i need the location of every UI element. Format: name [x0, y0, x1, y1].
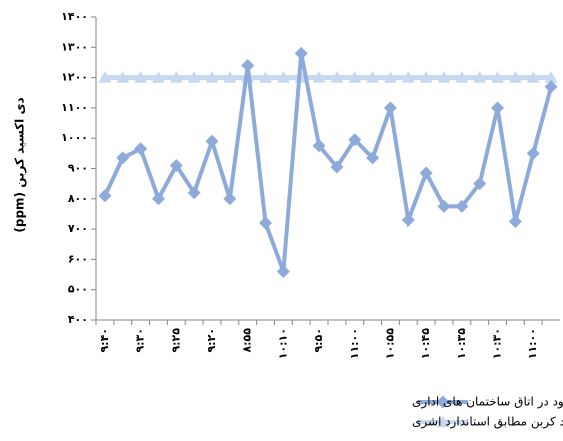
data-point [187, 186, 201, 200]
x-tick-label: ۹:۳۰ [134, 328, 147, 353]
x-tick-label: ۱۱:۰۰ [526, 328, 539, 359]
data-point [401, 213, 415, 227]
data-point [401, 71, 415, 83]
x-tick-label: ۸:۵۵ [241, 328, 254, 353]
data-point [491, 101, 505, 115]
y-tick-label: ۶۰۰ [68, 252, 88, 265]
data-point [169, 71, 183, 83]
x-tick-label: ۱۰:۴۵ [419, 328, 432, 360]
data-point [348, 133, 362, 147]
data-point [330, 160, 344, 174]
data-point [473, 177, 487, 191]
y-tick-label: ۱۱۰۰ [61, 101, 88, 114]
data-point [294, 46, 308, 60]
y-tick-label: ۸۰۰ [68, 192, 88, 205]
x-tick-label: ۹:۲۰ [205, 328, 218, 353]
data-point [526, 71, 540, 83]
y-tick-label: ۴۰۰ [68, 313, 88, 326]
legend-marker [436, 395, 450, 409]
data-point [383, 71, 397, 83]
data-point [276, 265, 290, 279]
data-point [544, 80, 558, 94]
data-point [187, 71, 201, 83]
y-axis-title: دی اکسید کربن (ppm) [13, 97, 27, 232]
data-point [223, 71, 237, 83]
data-point [383, 101, 397, 115]
data-point [312, 139, 326, 153]
y-tick-label: ۱۰۰۰ [61, 131, 88, 144]
x-tick-label: ۹:۴۰ [98, 328, 111, 353]
data-point [419, 71, 433, 83]
series-line [103, 52, 554, 273]
data-point [366, 71, 380, 83]
y-tick-label: ۷۰۰ [68, 222, 88, 235]
data-point [223, 192, 237, 206]
data-point [526, 146, 540, 160]
data-point [98, 71, 112, 83]
data-point [98, 189, 112, 203]
data-point [151, 71, 165, 83]
y-tick-label: ۱۳۰۰ [61, 40, 88, 53]
data-point [259, 71, 273, 83]
y-tick-label: ۱۲۰۰ [61, 71, 88, 84]
y-tick-label: ۱۴۰۰ [61, 10, 88, 23]
legend-label: حداکثر میزان دی اکسید کربن مطابق استاندا… [412, 415, 563, 430]
legend-label: میزان دی اکسید کربن موجود در اتاق ساختما… [412, 395, 563, 410]
data-point [437, 71, 451, 83]
x-tick-label: ۱۰:۳۵ [455, 328, 468, 360]
data-point [348, 71, 362, 83]
x-tick-label: ۱۰:۵۵ [383, 328, 396, 360]
data-point [330, 71, 344, 83]
data-point [508, 215, 522, 229]
data-point [437, 199, 451, 213]
data-point [455, 199, 469, 213]
data-point [544, 71, 558, 83]
data-point [151, 192, 165, 206]
data-point [419, 166, 433, 180]
data-point [259, 216, 273, 230]
data-point [473, 71, 487, 83]
data-point [241, 58, 255, 72]
x-tick-label: ۱۱:۰۰ [348, 328, 361, 359]
data-point [205, 134, 219, 148]
data-point [312, 71, 326, 83]
y-tick-label: ۵۰۰ [68, 283, 88, 296]
data-point [205, 71, 219, 83]
data-point [491, 71, 505, 83]
x-tick-label: ۱۰:۱۰ [276, 328, 289, 359]
data-point [455, 71, 469, 83]
data-point [366, 151, 380, 165]
y-tick-label: ۹۰۰ [68, 162, 88, 175]
data-point [508, 71, 522, 83]
data-point [134, 142, 148, 156]
data-point [116, 151, 130, 165]
x-tick-label: ۱۰:۳۰ [491, 328, 504, 359]
data-point [134, 71, 148, 83]
data-point [276, 71, 290, 83]
x-tick-label: ۹:۲۵ [169, 328, 182, 353]
legend-marker [436, 415, 450, 428]
data-point [116, 71, 130, 83]
data-point [169, 158, 183, 172]
x-tick-label: ۹:۵۰ [312, 328, 325, 353]
